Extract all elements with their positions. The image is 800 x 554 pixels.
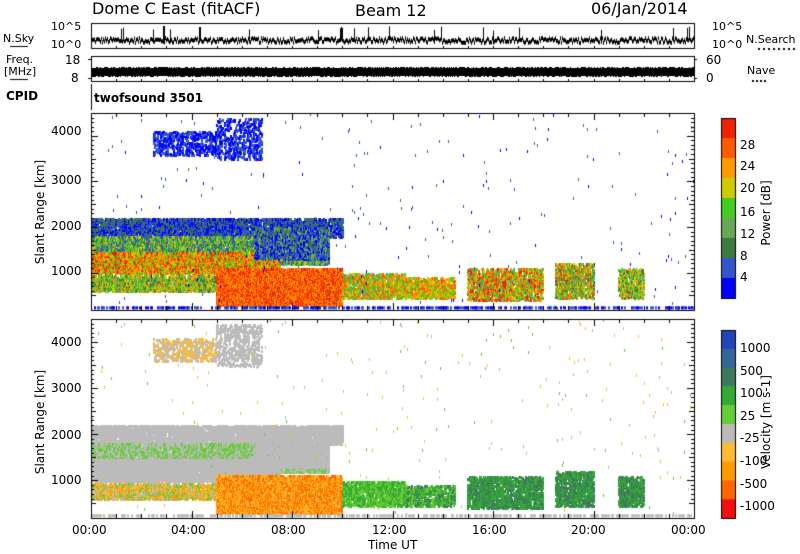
- nsky-label: N.Sky: [3, 32, 35, 45]
- freq-tick-top: 18: [65, 53, 81, 67]
- cpid-value: twofsound 3501: [94, 91, 203, 105]
- beam-title: Beam 12: [355, 1, 427, 20]
- power-ytick-4000: 4000: [51, 124, 82, 138]
- velocity-ytick-2000: 2000: [51, 428, 82, 442]
- nsearch-tick-top: 10^5: [712, 20, 743, 33]
- xaxis-label: Time UT: [368, 538, 418, 552]
- power-ytick-1000: 1000: [51, 264, 82, 278]
- power-cb-16: 16: [740, 205, 756, 219]
- xtick-2400: 00:00: [671, 523, 706, 537]
- freq-label: Freq.: [6, 53, 34, 66]
- nave-tick-bottom: 0: [706, 71, 714, 85]
- nsearch-tick-bottom: 10^0: [712, 38, 743, 51]
- vel-cb-neg25: -25: [740, 431, 760, 445]
- xtick-2000: 20:00: [571, 523, 606, 537]
- station-title: Dome C East (fitACF): [92, 0, 261, 18]
- velocity-ytick-1000: 1000: [51, 473, 82, 487]
- vel-cb-1000: 1000: [740, 341, 771, 355]
- freq-unit-label: [MHz]: [4, 65, 37, 78]
- freq-tick-bottom: 8: [71, 71, 79, 85]
- cpid-label: CPID: [6, 89, 39, 103]
- vel-cb-neg1000: -1000: [740, 499, 775, 513]
- velocity-ytick-3000: 3000: [51, 381, 82, 395]
- nave-tick-top: 60: [706, 53, 722, 67]
- power-colorbar-label: Power [dB]: [759, 180, 773, 246]
- xtick-0800: 08:00: [271, 523, 306, 537]
- xtick-1200: 12:00: [372, 523, 407, 537]
- nsearch-label: N.Search: [746, 33, 796, 46]
- power-ytick-3000: 3000: [51, 173, 82, 187]
- date-title: 06/Jan/2014: [591, 0, 688, 18]
- power-cb-24: 24: [740, 159, 756, 173]
- velocity-ylabel: Slant Range [km]: [33, 369, 47, 475]
- nave-label: Nave: [747, 64, 776, 77]
- power-cb-20: 20: [740, 181, 756, 195]
- vel-cb-500: 500: [740, 364, 763, 378]
- xtick-0000: 00:00: [72, 523, 107, 537]
- nsky-tick-bottom: 10^0: [51, 38, 82, 51]
- power-cb-28: 28: [740, 138, 756, 152]
- xtick-1600: 16:00: [472, 523, 507, 537]
- power-cb-12: 12: [740, 227, 756, 241]
- vel-cb-neg100: -100: [740, 454, 768, 468]
- power-cb-8: 8: [740, 249, 748, 263]
- vel-cb-neg500: -500: [740, 477, 768, 491]
- power-ylabel: Slant Range [km]: [33, 159, 47, 265]
- vel-cb-25: 25: [740, 409, 756, 423]
- power-cb-4: 4: [740, 270, 748, 284]
- vel-cb-100: 100: [740, 386, 763, 400]
- velocity-colorbar-label: Velocity [m s-1]: [759, 375, 773, 469]
- xtick-0400: 04:00: [171, 523, 206, 537]
- velocity-ytick-4000: 4000: [51, 335, 82, 349]
- nsky-tick-top: 10^5: [51, 20, 82, 33]
- power-ytick-2000: 2000: [51, 219, 82, 233]
